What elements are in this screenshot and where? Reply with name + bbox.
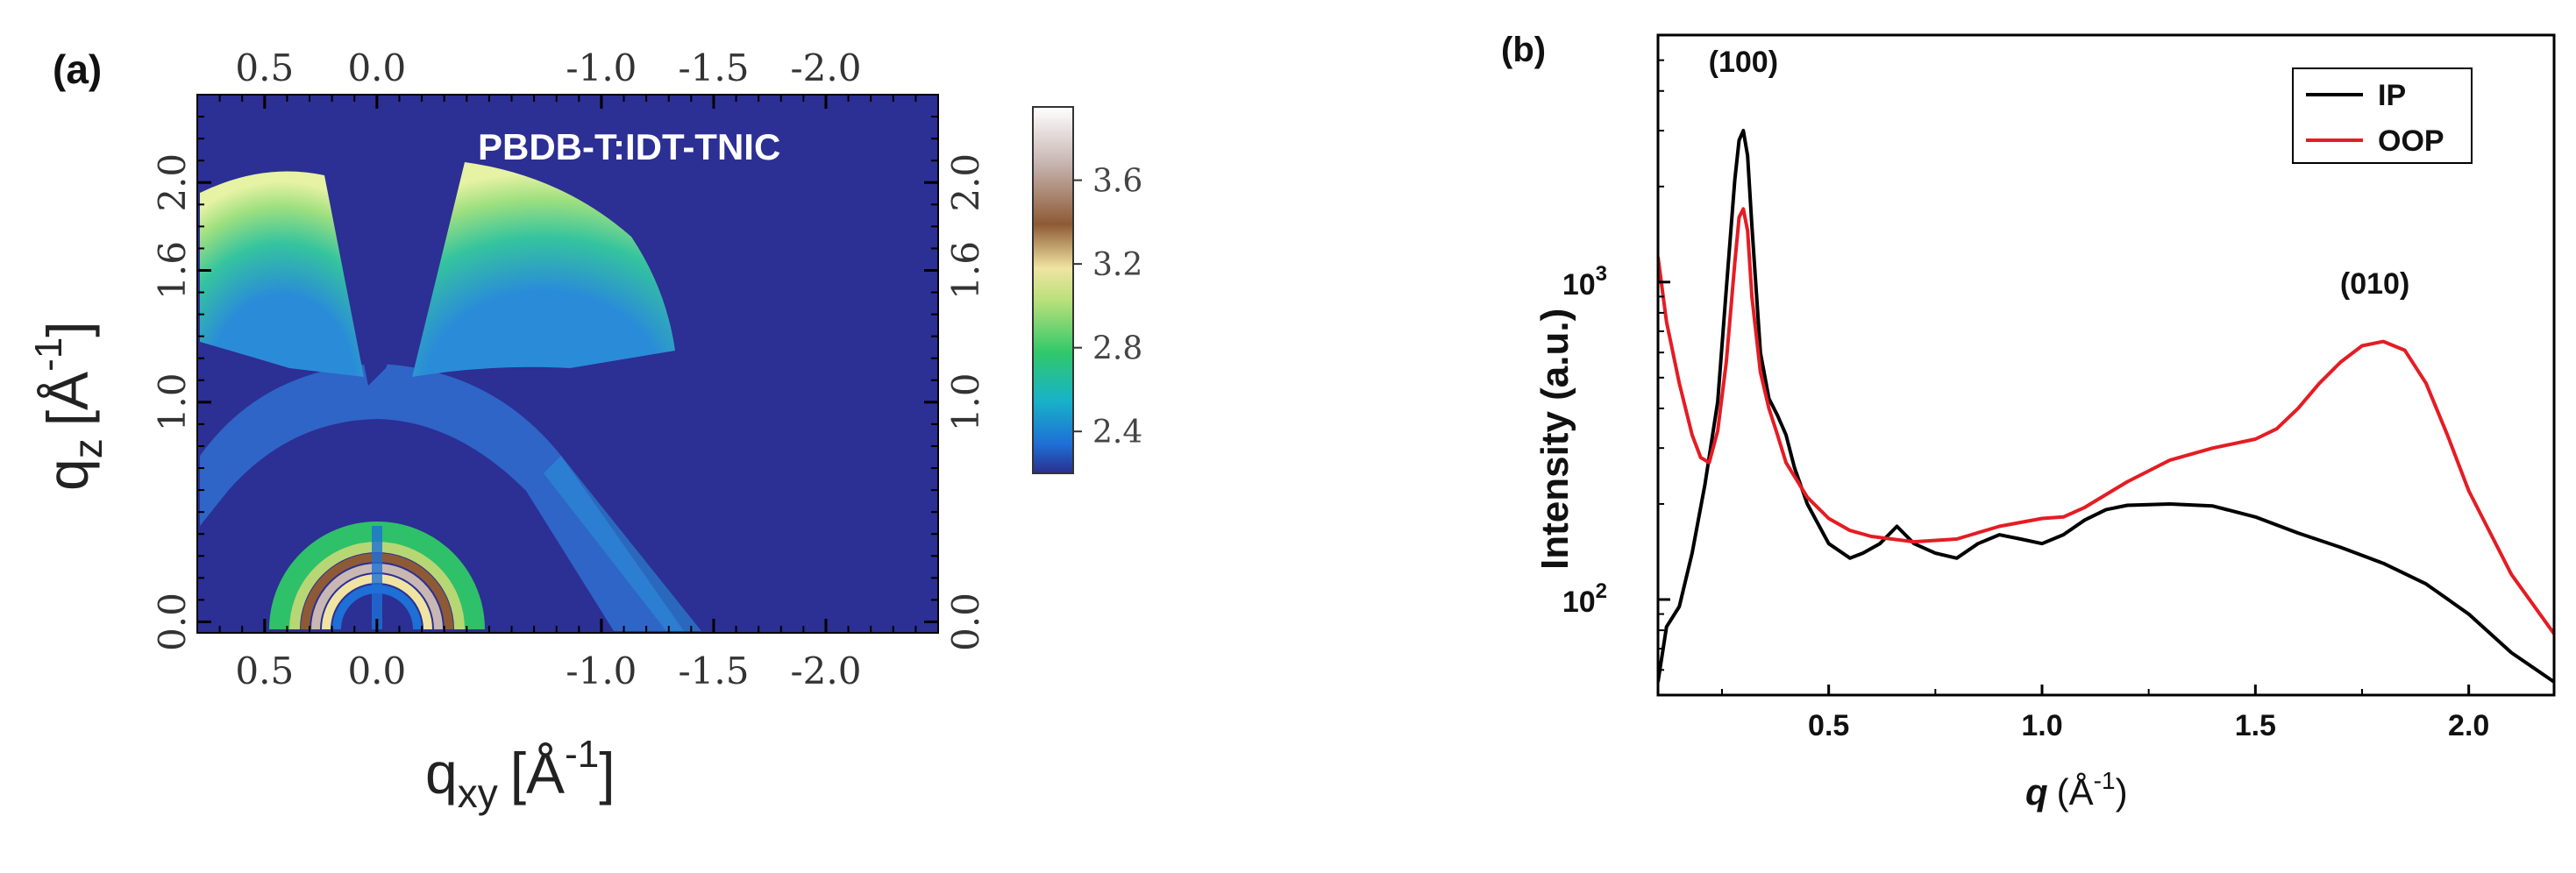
x-ticks-bottom: 0.5 0.0 -1.0 -1.5 -2.0 [196, 619, 917, 692]
y-ticks: 102 103 [1562, 59, 1670, 671]
x-tick-label: 1.0 [2021, 709, 2062, 742]
lobe-left [200, 171, 364, 377]
y-axis-label: Intensity (a.u.) [1534, 309, 1576, 570]
y-tick-label-right: 1.6 [944, 241, 987, 300]
x-tick-label-top: -1.5 [678, 46, 749, 89]
sample-label: PBDB-T:IDT-TNIC [478, 126, 780, 167]
specular-rings [269, 522, 485, 630]
x-tick-label: 2.0 [2448, 709, 2489, 742]
x-axis-label: q (Å-1) [2025, 767, 2128, 813]
y-tick-label: 103 [1562, 262, 1607, 302]
x-tick-label-top: 0.0 [347, 46, 406, 89]
colorbar-tick-label: 3.2 [1092, 247, 1142, 283]
y-tick-label-left: 1.0 [151, 373, 194, 431]
x-ticks-top: 0.5 0.0 -1.0 -1.5 -2.0 [196, 46, 917, 109]
y-tick-label-right: 1.0 [944, 373, 987, 431]
x-tick-label-top: -1.0 [566, 46, 637, 89]
annotation-010-peak: (010) [2340, 267, 2409, 301]
x-tick-label-top: 0.5 [235, 46, 294, 89]
x-tick-label-bottom: -2.0 [790, 649, 861, 692]
legend: IP OOP [2292, 67, 2473, 164]
plot-frame [1656, 33, 2556, 697]
series-line-ip [1658, 129, 2554, 684]
x-tick-label-bottom: 0.5 [235, 649, 294, 692]
legend-label-oop: OOP [2378, 124, 2444, 158]
colorbar-gradient [1032, 106, 1074, 474]
annotation-100-peak: (100) [1709, 46, 1778, 79]
lobe-right [412, 162, 675, 377]
legend-label-ip: IP [2378, 79, 2406, 112]
x-axis-label: qxy [Å-1] [425, 733, 616, 816]
series-line-oop [1658, 207, 2554, 635]
y-axis-label: qz[Å-1] [27, 321, 110, 491]
y-tick-label-right: 0.0 [944, 593, 987, 651]
panel-b-line-chart: (b) 0.5 1.0 1.5 2.0 102 103 (100) (010) IP O… [1501, 31, 2556, 813]
panel-a-heatmap: (a) PBDB-T:IDT-TNIC 0 [27, 46, 1142, 816]
heatmap-frame [196, 94, 939, 634]
x-tick-label: 1.5 [2235, 709, 2276, 742]
y-ticks-left: 0.0 1.0 1.6 2.0 [151, 116, 211, 651]
x-tick-label-bottom: -1.0 [566, 649, 637, 692]
x-tick-label: 0.5 [1808, 709, 1849, 742]
colorbar: 3.6 3.2 2.8 2.4 [1032, 106, 1142, 474]
legend-box [2292, 67, 2473, 164]
colorbar-tick-label: 2.4 [1092, 415, 1142, 451]
y-tick-label: 102 [1562, 579, 1607, 619]
colorbar-tick-label: 3.6 [1092, 164, 1142, 200]
x-tick-label-bottom: -1.5 [678, 649, 749, 692]
x-ticks: 0.5 1.0 1.5 2.0 [1721, 685, 2489, 742]
halo-tail [544, 456, 701, 631]
heatmap-image: PBDB-T:IDT-TNIC [197, 95, 938, 633]
colorbar-tick-label: 2.8 [1092, 331, 1142, 367]
y-tick-label-left: 2.0 [151, 153, 194, 212]
panel-b-label: (b) [1501, 31, 1546, 69]
missing-wedge [324, 158, 465, 386]
colorbar-ticks: 3.6 3.2 2.8 2.4 [1073, 164, 1142, 451]
y-tick-label-left: 1.6 [151, 241, 194, 300]
x-tick-label-top: -2.0 [790, 46, 861, 89]
x-tick-label-bottom: 0.0 [347, 649, 406, 692]
y-ticks-right: 0.0 1.0 1.6 2.0 [924, 116, 987, 651]
y-tick-label-left: 0.0 [151, 593, 194, 651]
panel-a-label: (a) [53, 46, 102, 92]
y-tick-label-right: 2.0 [944, 153, 987, 212]
